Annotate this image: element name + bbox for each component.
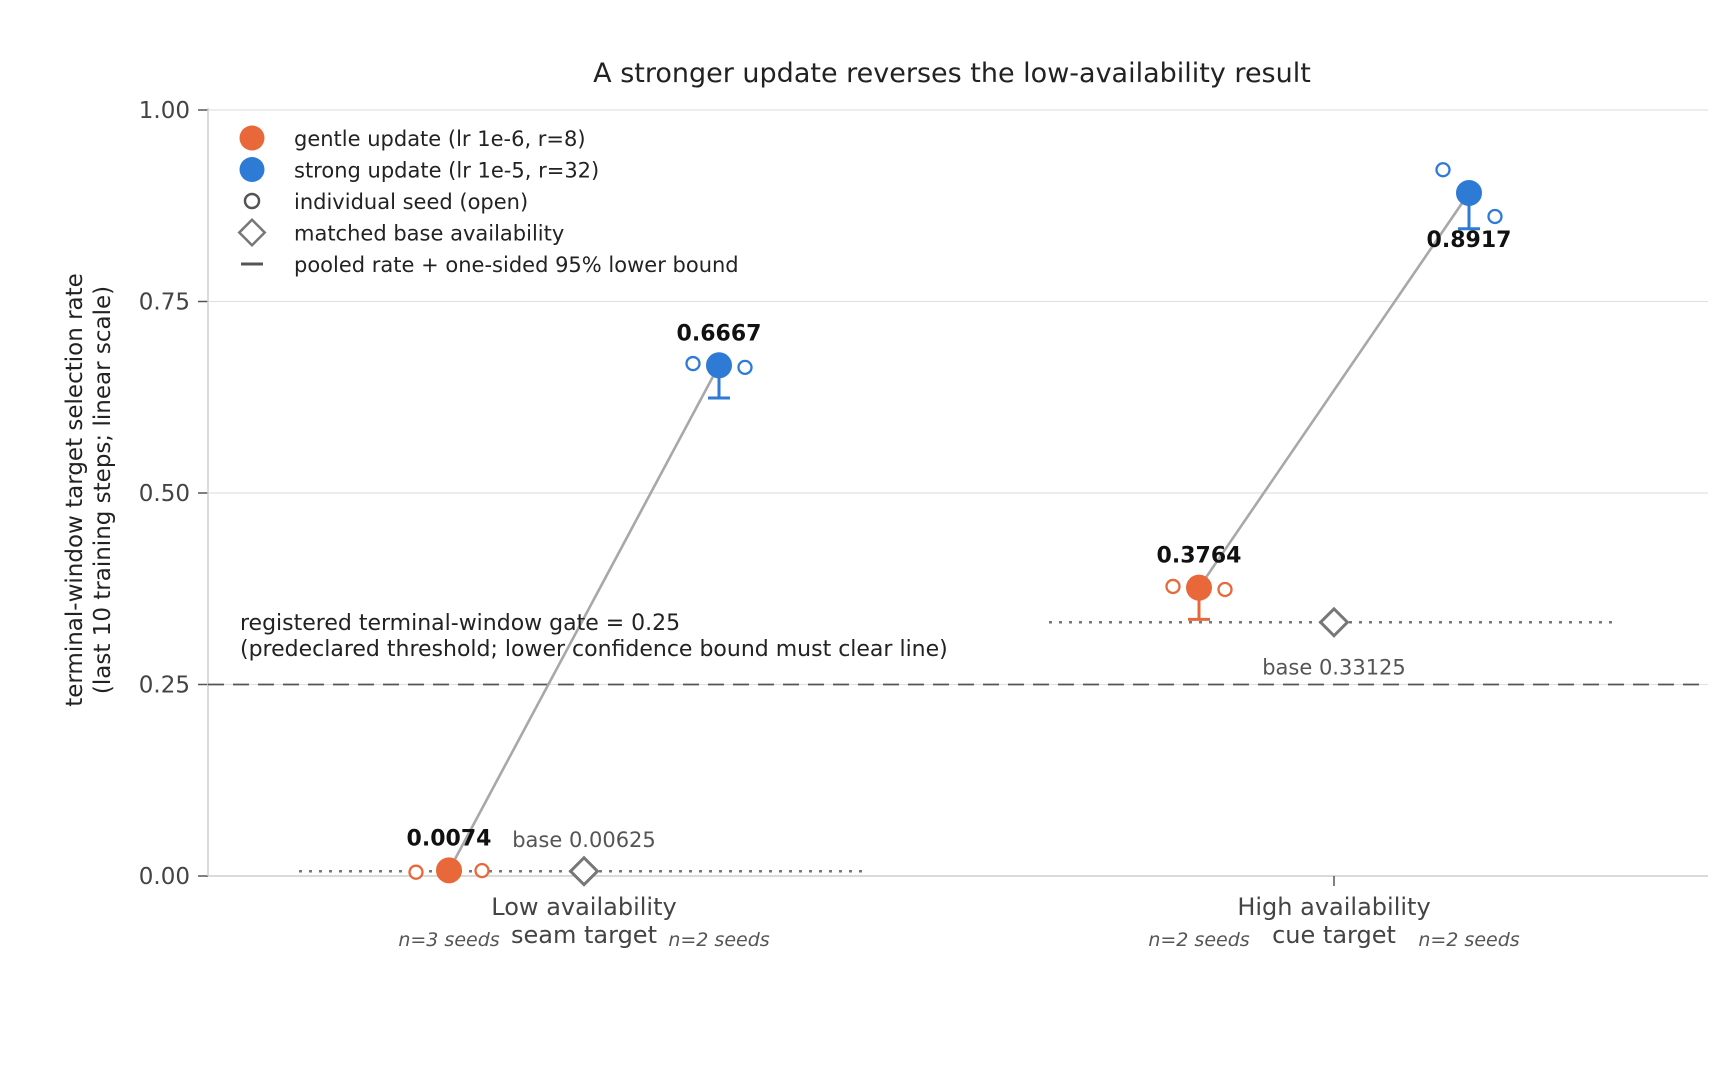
base-diamond xyxy=(1318,606,1350,638)
value-label: 0.8917 xyxy=(1427,228,1512,253)
legend-label: gentle update (lr 1e-6, r=8) xyxy=(294,127,586,151)
pooled-point xyxy=(436,857,462,884)
seed-point xyxy=(685,355,701,372)
chart-title: A stronger update reverses the low-avail… xyxy=(593,58,1311,89)
n-seeds-label: n=2 seeds xyxy=(1418,929,1519,951)
y-tick-label: 0.25 xyxy=(139,673,190,699)
threshold-label-line2: (predeclared threshold; lower confidence… xyxy=(240,637,948,662)
n-seeds-label: n=2 seeds xyxy=(1148,929,1249,951)
threshold-label-line1: registered terminal-window gate = 0.25 xyxy=(240,611,680,636)
connector-layer xyxy=(447,192,1471,871)
legend-marker-base xyxy=(237,218,267,247)
y-axis-label-line2: (last 10 training steps; linear scale) xyxy=(90,286,116,694)
seed-point xyxy=(1165,578,1181,595)
x-tick-label: Low availability xyxy=(491,893,676,921)
y-tick-label: 1.00 xyxy=(139,98,190,124)
connector-line xyxy=(1197,192,1471,589)
y-tick-label: 0.75 xyxy=(139,290,190,316)
x-tick-label: seam target xyxy=(511,921,657,949)
pooled-point xyxy=(706,352,732,379)
legend-marker-gentle xyxy=(239,125,265,151)
value-label: 0.6667 xyxy=(677,321,762,346)
base-label: base 0.33125 xyxy=(1262,655,1406,679)
seed-point xyxy=(474,862,490,879)
legend-label: individual seed (open) xyxy=(294,190,528,214)
pooled-point xyxy=(1186,574,1212,601)
value-label: 0.0074 xyxy=(407,826,492,851)
x-tick-label: High availability xyxy=(1237,893,1430,921)
seed-point xyxy=(1217,581,1233,598)
value-label: 0.3764 xyxy=(1157,544,1242,569)
seed-point xyxy=(408,864,424,880)
seed-point xyxy=(737,359,753,376)
connector-line xyxy=(447,364,721,871)
base-label: base 0.00625 xyxy=(512,828,656,852)
y-axis-label-line1: terminal-window target selection rate xyxy=(62,273,88,707)
seed-point xyxy=(1435,162,1451,178)
legend-layer: gentle update (lr 1e-6, r=8) strong updat… xyxy=(237,125,739,277)
y-tick-label: 0.50 xyxy=(139,481,190,507)
seed-point xyxy=(1487,208,1503,225)
legend-label: pooled rate + one-sided 95% lower bound xyxy=(294,253,739,277)
legend-marker-seed xyxy=(243,192,261,210)
base-diamond xyxy=(568,855,600,887)
x-tick-label: cue target xyxy=(1272,921,1396,949)
n-seeds-label: n=3 seeds xyxy=(398,929,499,951)
label-layer: base 0.00625 base 0.33125 0.0074 n=3 seeds 0… xyxy=(398,228,1519,951)
legend-label: matched base availability xyxy=(294,222,564,246)
legend-marker-strong xyxy=(239,157,265,182)
marks-layer xyxy=(408,162,1503,887)
n-seeds-label: n=2 seeds xyxy=(668,929,769,951)
legend-label: strong update (lr 1e-5, r=32) xyxy=(294,159,599,183)
y-tick-label: 0.00 xyxy=(139,864,190,890)
pooled-point xyxy=(1456,179,1482,206)
